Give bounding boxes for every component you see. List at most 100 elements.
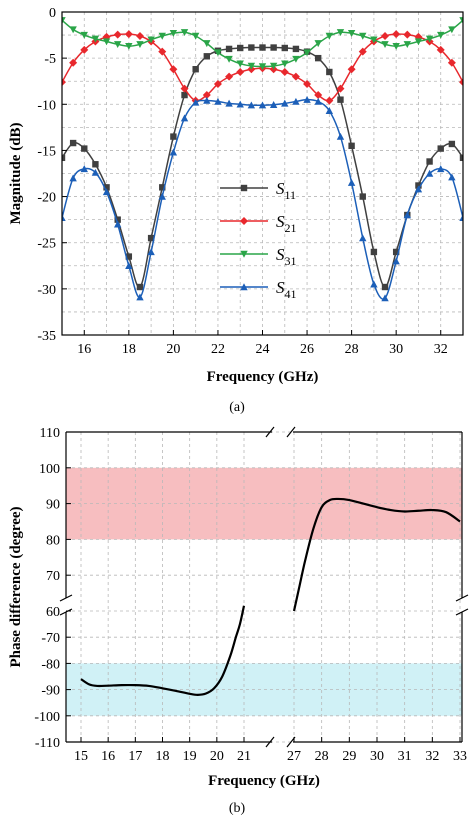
axis-break-mark (286, 736, 296, 748)
data-point (314, 91, 323, 100)
x-tick-label: 28 (345, 342, 359, 357)
data-point (136, 41, 144, 48)
data-point (240, 217, 248, 225)
data-point (236, 60, 244, 68)
x-tick-label: 21 (237, 749, 251, 764)
data-point (247, 62, 256, 70)
data-point (102, 188, 111, 196)
chart-b: 15 16 17 18 19 20 21 27 28 29 30 31 32 33 110 100 90 80 70… (8, 426, 469, 816)
data-point (158, 47, 167, 56)
data-point (269, 62, 278, 70)
legend-entry: S41 (276, 278, 297, 301)
y-tick-label: 90 (46, 498, 60, 513)
data-point (158, 192, 166, 200)
x-tick-label: 18 (122, 342, 136, 357)
data-point (203, 53, 211, 60)
legend-entry-subscript: 41 (285, 287, 297, 301)
data-point (326, 68, 333, 76)
data-point (269, 101, 278, 108)
data-point (180, 114, 189, 122)
data-point (381, 31, 390, 40)
chart-a-grid (62, 12, 463, 335)
chart-b-xlabel: Frequency (GHz) (208, 773, 320, 789)
data-point (236, 67, 245, 76)
chart-b-bands (66, 467, 462, 716)
data-point (62, 154, 66, 162)
data-point (214, 97, 222, 105)
data-point (437, 165, 445, 173)
data-point (303, 49, 311, 57)
axis-break-mark (59, 608, 73, 616)
data-point (225, 55, 233, 63)
data-point (292, 97, 300, 105)
data-point (69, 58, 78, 67)
data-point (359, 32, 367, 40)
data-point (381, 41, 389, 48)
x-tick-label: 18 (156, 749, 170, 764)
x-tick-label: 16 (77, 342, 91, 357)
data-point (102, 38, 111, 46)
axis-break-mark (59, 594, 73, 602)
data-point (281, 44, 288, 52)
data-point (448, 140, 456, 148)
data-point (403, 41, 412, 48)
data-point (191, 98, 200, 106)
x-tick-label: 15 (74, 749, 88, 764)
y-tick-label: 80 (46, 533, 60, 548)
y-tick-label: -25 (37, 237, 56, 252)
x-tick-label: 30 (370, 749, 384, 764)
data-point (180, 29, 189, 37)
data-point (425, 169, 434, 177)
axis-break-mark (455, 608, 469, 616)
chart-a-frame (61, 11, 464, 336)
data-point (392, 248, 400, 256)
axis-break-mark (265, 736, 275, 748)
data-point (113, 30, 122, 39)
data-point (91, 35, 100, 43)
x-tick-label: 32 (434, 342, 448, 357)
y-tick-label: -20 (37, 191, 56, 206)
data-point (303, 95, 311, 103)
y-tick-label: 70 (46, 569, 60, 584)
data-point (459, 214, 463, 221)
data-point (358, 47, 367, 56)
y-tick-label: -90 (41, 684, 60, 699)
legend-entry: S21 (276, 212, 297, 235)
data-point (291, 72, 300, 81)
y-tick-label: -5 (44, 52, 56, 67)
data-point (124, 30, 133, 39)
data-point (62, 17, 66, 25)
data-point (336, 29, 345, 37)
data-point (203, 40, 211, 48)
x-tick-label: 27 (287, 749, 301, 764)
series-s31 (62, 17, 463, 71)
data-point (325, 107, 334, 114)
data-point (159, 184, 166, 191)
data-point (303, 79, 312, 88)
x-tick-label: 17 (128, 749, 142, 764)
x-tick-label: 16 (101, 749, 115, 764)
data-point (447, 58, 456, 67)
chart-b-ylabel: Phase difference (degree) (8, 506, 24, 667)
data-point (347, 30, 356, 37)
data-point (113, 41, 122, 48)
data-point (459, 154, 463, 162)
data-point (147, 234, 155, 242)
data-point (392, 42, 400, 50)
data-point (247, 101, 256, 109)
data-point (169, 30, 178, 37)
chart-a-xlabel: Frequency (GHz) (207, 369, 319, 385)
data-point (403, 30, 412, 39)
data-point (292, 45, 300, 53)
data-point (80, 165, 88, 173)
data-point (213, 79, 222, 88)
data-point (69, 26, 77, 34)
chart-a-ticks: 16 18 20 22 24 26 28 30 32 0 -5 -10 -15 -20 -25 -30 -35 (37, 6, 447, 357)
data-point (292, 55, 300, 63)
data-point (348, 142, 355, 150)
data-point (437, 31, 445, 39)
axis-break-mark (455, 594, 469, 602)
data-point (125, 262, 133, 269)
legend-entry-name: S (276, 245, 285, 264)
